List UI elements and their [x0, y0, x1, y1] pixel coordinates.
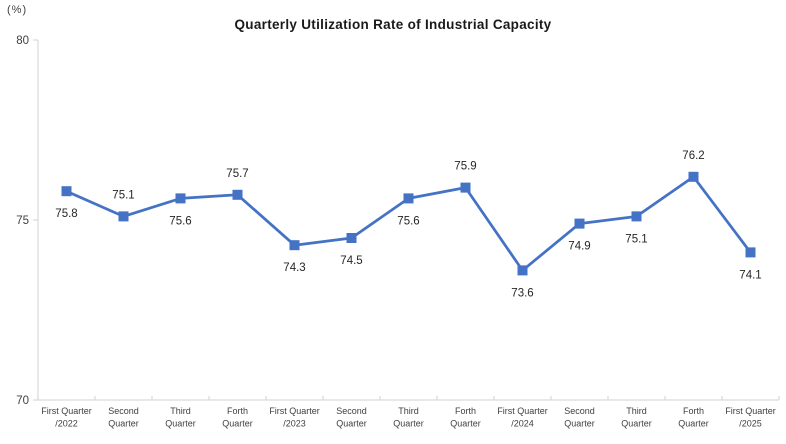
x-category-label: /2024	[511, 419, 534, 429]
x-category-label: Quarter	[108, 419, 139, 429]
data-point-label: 75.6	[169, 215, 191, 227]
data-point-marker	[61, 186, 72, 197]
x-category-label: Second	[108, 406, 139, 416]
x-category-label: Third	[626, 406, 647, 416]
chart-title: Quarterly Utilization Rate of Industrial…	[234, 17, 552, 32]
x-category-label: Second	[564, 406, 595, 416]
y-tick-label: 70	[16, 395, 29, 407]
x-category-label: First Quarter	[41, 406, 92, 416]
x-category-label: Quarter	[165, 419, 196, 429]
x-category-label: Quarter	[450, 419, 481, 429]
data-point-label: 75.1	[625, 233, 647, 245]
data-point-label: 75.7	[226, 168, 248, 180]
x-category-label: First Quarter	[497, 406, 548, 416]
x-category-label: First Quarter	[269, 406, 320, 416]
data-point-marker	[232, 189, 243, 200]
data-point-marker	[745, 247, 756, 258]
data-point-marker	[118, 211, 129, 222]
data-point-marker	[289, 240, 300, 251]
x-category-label: Quarter	[678, 419, 709, 429]
data-point-marker	[631, 211, 642, 222]
data-point-marker	[175, 193, 186, 204]
x-category-label: Second	[336, 406, 367, 416]
data-point-label: 75.8	[55, 208, 77, 220]
y-tick-label: 75	[16, 215, 29, 227]
x-category-label: Forth	[455, 406, 476, 416]
data-point-label: 74.9	[568, 241, 590, 253]
data-point-marker	[460, 182, 471, 193]
x-category-label: First Quarter	[725, 406, 776, 416]
data-point-label: 74.1	[739, 269, 761, 281]
data-point-label: 74.5	[340, 255, 362, 267]
x-category-label: Third	[398, 406, 419, 416]
data-point-marker	[346, 233, 357, 243]
data-point-label: 74.3	[283, 262, 305, 274]
x-category-label: Forth	[683, 406, 704, 416]
data-point-marker	[403, 193, 414, 204]
x-category-label: /2025	[739, 419, 762, 429]
x-category-label: Quarter	[222, 419, 253, 429]
data-point-marker	[517, 265, 528, 276]
data-point-label: 75.9	[454, 161, 476, 173]
x-category-label: /2022	[55, 419, 78, 429]
y-tick-label: 80	[16, 35, 29, 47]
x-category-label: Quarter	[564, 419, 595, 429]
x-category-label: /2023	[283, 419, 306, 429]
data-point-label: 75.6	[397, 215, 419, 227]
x-category-label: Quarter	[393, 419, 424, 429]
data-point-marker	[574, 218, 585, 229]
x-category-label: Third	[170, 406, 191, 416]
x-category-label: Quarter	[621, 419, 652, 429]
data-point-marker	[688, 171, 699, 182]
data-point-label: 76.2	[682, 150, 704, 162]
x-category-label: Forth	[227, 406, 248, 416]
data-point-label: 75.1	[112, 189, 134, 201]
y-axis-unit-label: (%)	[7, 4, 28, 16]
data-point-label: 73.6	[511, 287, 533, 299]
x-category-label: Quarter	[336, 419, 367, 429]
